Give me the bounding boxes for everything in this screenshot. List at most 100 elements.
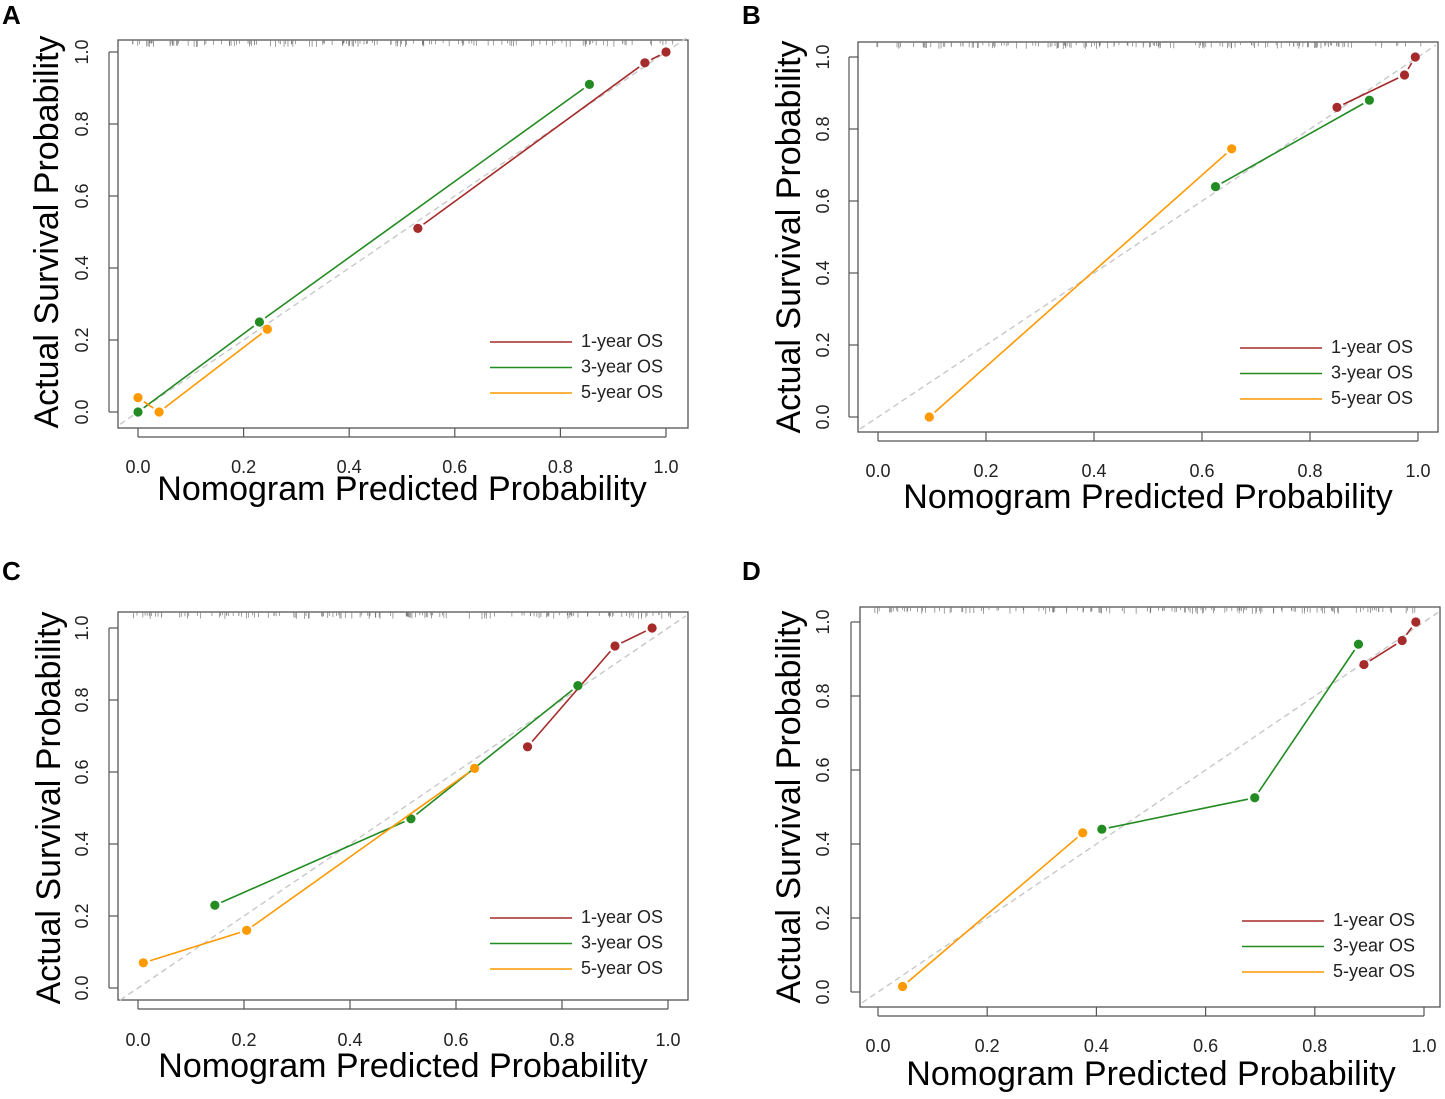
- reference-diagonal: [859, 44, 1437, 430]
- data-point: [1227, 144, 1237, 154]
- data-point: [262, 324, 272, 334]
- x-tick-label: 0.0: [865, 461, 890, 481]
- y-tick-label: 0.8: [72, 111, 92, 136]
- plot-frame: [857, 41, 1439, 433]
- data-point: [1210, 182, 1221, 192]
- legend-label: 5-year OS: [1333, 961, 1415, 981]
- series-5-year: [897, 828, 1088, 992]
- data-point: [413, 223, 423, 233]
- series-segment: [264, 87, 585, 319]
- series-5-year: [133, 324, 272, 417]
- data-point: [1250, 793, 1260, 803]
- y-tick-label: 1.0: [813, 609, 833, 634]
- series-3-year: [210, 681, 583, 910]
- series-1-year: [413, 47, 671, 233]
- y-tick-label: 1.0: [813, 44, 833, 69]
- legend-label: 3-year OS: [1331, 363, 1413, 383]
- panel-label: A: [2, 0, 21, 30]
- data-point: [154, 407, 164, 417]
- legend-label: 5-year OS: [581, 382, 663, 402]
- series-segment: [907, 836, 1078, 983]
- x-tick-label: 0.2: [975, 1036, 1000, 1056]
- series-segment: [220, 820, 405, 904]
- y-axis-label: Actual Survival Probability: [30, 611, 68, 1004]
- data-point: [138, 958, 148, 968]
- y-axis-label: Actual Survival Probability: [28, 35, 66, 428]
- reference-diagonal: [119, 37, 687, 425]
- legend-label: 1-year OS: [1333, 910, 1415, 930]
- legend-label: 1-year OS: [581, 331, 663, 351]
- series-1-year: [1332, 52, 1420, 112]
- x-tick-label: 0.4: [337, 1030, 362, 1050]
- data-point: [210, 900, 220, 910]
- data-point: [1364, 95, 1374, 105]
- series-5-year: [138, 763, 480, 968]
- y-tick-label: 0.6: [813, 188, 833, 213]
- y-axis-label: Actual Survival Probability: [770, 610, 808, 1003]
- data-point: [1332, 102, 1342, 112]
- y-tick-label: 0.4: [72, 255, 92, 280]
- y-tick-label: 0.2: [813, 332, 833, 357]
- plot-frame: [117, 39, 689, 429]
- reference-diagonal: [119, 615, 687, 1001]
- x-tick-label: 1.0: [1411, 1036, 1436, 1056]
- series-segment: [423, 66, 640, 225]
- series-segment: [1342, 77, 1399, 106]
- x-axis-label: Nomogram Predicted Probability: [903, 478, 1392, 516]
- x-tick-label: 0.8: [1302, 1036, 1327, 1056]
- series-1-year: [1359, 617, 1421, 670]
- x-tick-label: 0.4: [1084, 1036, 1109, 1056]
- x-axis: 0.0 0.2 0.4 0.6 0.8 1.0: [125, 1000, 681, 1050]
- data-point: [610, 641, 620, 651]
- data-point: [573, 681, 583, 691]
- legend-label: 3-year OS: [581, 933, 663, 953]
- chart-panel-c: C 0.0 0.2 0.4 0.6 0.8 1.0 Nomogram Predicted Pr…: [2, 556, 689, 1085]
- x-tick-label: 0.4: [1081, 461, 1106, 481]
- x-tick-label: 0.2: [973, 461, 998, 481]
- x-tick-label: 0.6: [1193, 1036, 1218, 1056]
- data-point: [406, 814, 416, 824]
- series-segment: [1221, 102, 1364, 184]
- legend-label: 1-year OS: [581, 907, 663, 927]
- data-point: [1399, 70, 1410, 80]
- data-point: [640, 58, 650, 68]
- chart-panel-d: D 0.0 0.2 0.4 0.6 0.8 1.0 Nomogram Predicted Pr…: [742, 556, 1441, 1093]
- x-tick-label: 0.6: [443, 1030, 468, 1050]
- series-segment: [1405, 627, 1413, 636]
- data-point: [469, 763, 480, 774]
- y-tick-label: 0.0: [72, 975, 92, 1000]
- series-segment: [620, 630, 647, 644]
- panel-label: B: [742, 0, 761, 30]
- data-point: [522, 742, 533, 752]
- data-point: [133, 393, 143, 403]
- y-tick-label: 1.0: [72, 39, 92, 64]
- chart-panel-b: B 0.0 0.2 0.4 0.6 0.8 1.0 Nomogram Predicted Pr…: [742, 0, 1439, 516]
- x-tick-label: 0.0: [125, 457, 150, 477]
- x-tick-label: 0.8: [548, 457, 573, 477]
- y-tick-label: 0.2: [72, 327, 92, 352]
- data-point: [133, 407, 143, 417]
- rug-marks: [876, 42, 1422, 49]
- series-segment: [143, 325, 255, 409]
- x-axis: 0.0 0.2 0.4 0.6 0.8 1.0: [865, 432, 1431, 481]
- legend-label: 3-year OS: [1333, 936, 1415, 956]
- data-point: [254, 317, 265, 327]
- x-tick-label: 0.8: [549, 1030, 574, 1050]
- x-axis-label: Nomogram Predicted Probability: [157, 470, 646, 508]
- legend-label: 5-year OS: [1331, 388, 1413, 408]
- series-segment: [143, 400, 154, 409]
- y-tick-label: 0.0: [813, 979, 833, 1004]
- y-tick-label: 0.4: [72, 831, 92, 856]
- series-segment: [531, 650, 612, 743]
- x-tick-label: 0.6: [1189, 461, 1214, 481]
- y-axis: 0.0 0.2 0.4 0.6 0.8 1.0: [72, 615, 118, 1001]
- x-tick-label: 0.0: [125, 1030, 150, 1050]
- data-point: [584, 79, 595, 89]
- data-point: [1353, 639, 1364, 649]
- series-segment: [1108, 798, 1249, 829]
- data-point: [1097, 824, 1107, 834]
- y-tick-label: 0.6: [72, 183, 92, 208]
- legend: 1-year OS 3-year OS 5-year OS: [1240, 337, 1413, 408]
- series-segment: [650, 54, 661, 61]
